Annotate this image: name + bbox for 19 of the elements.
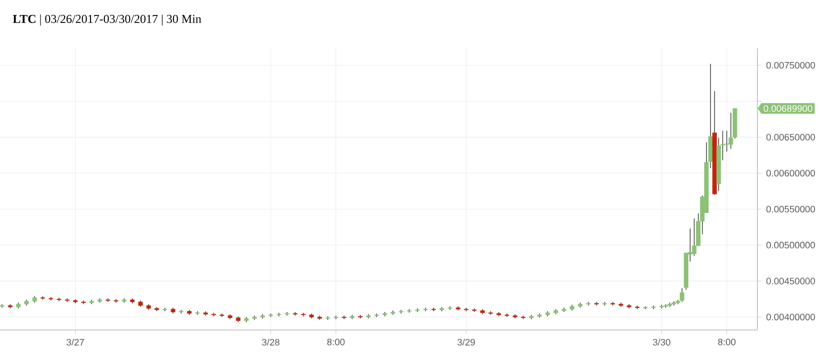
chart-title: LTC | 03/26/2017-03/30/2017 | 30 Min: [12, 14, 202, 26]
y-tick-label: 0.00450000: [766, 278, 815, 284]
y-tick-label: 0.00650000: [766, 134, 815, 140]
x-tick-label: 3/29: [457, 338, 475, 346]
x-tick-label: 8:00: [327, 338, 345, 346]
x-tick-label: 8:00: [718, 338, 736, 346]
candlestick: [728, 112, 734, 150]
y-tick-label: 0.00750000: [766, 62, 815, 69]
y-tick-label: 0.00550000: [766, 206, 815, 212]
candlestick: [423, 307, 428, 312]
candlestick: [448, 306, 452, 310]
x-tick-label: 3/27: [66, 338, 84, 346]
y-tick-label: 0.00400000: [766, 314, 815, 320]
y-tick-label: 0.00500000: [766, 242, 815, 248]
y-tick-label: 0.00600000: [766, 170, 815, 176]
x-tick-label: 3/30: [652, 338, 670, 346]
text: 0.00689900: [764, 105, 812, 112]
x-tick-label: 3/28: [262, 338, 280, 346]
candlestick: [680, 288, 684, 302]
